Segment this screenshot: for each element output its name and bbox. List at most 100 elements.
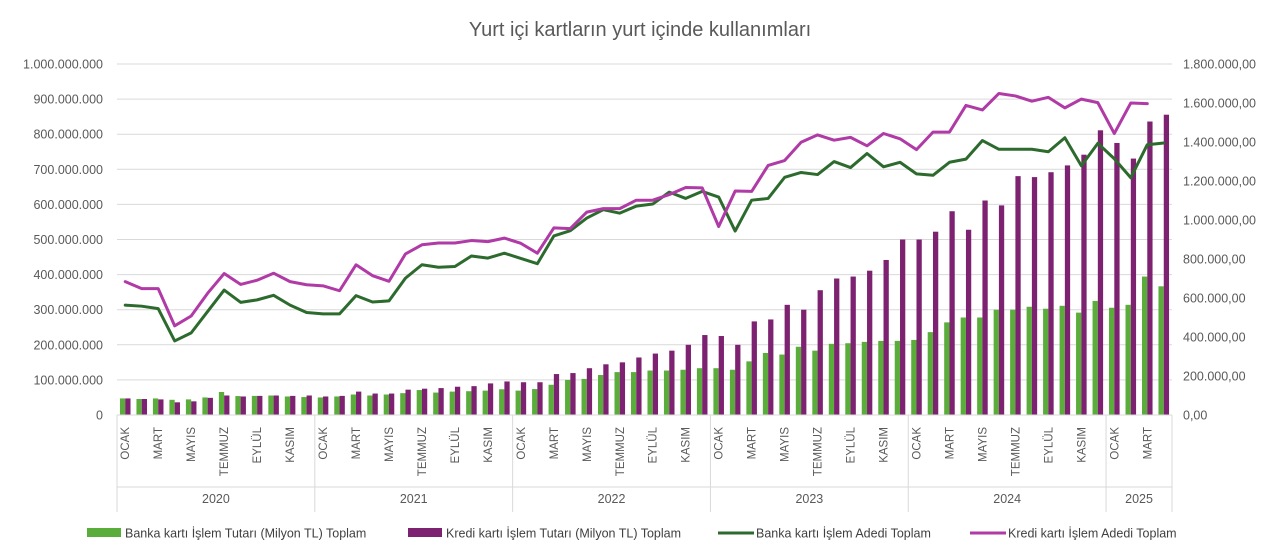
bar [598,375,604,415]
month-label: EYLÜL [450,426,462,463]
bar [532,389,538,415]
bar [647,370,653,415]
left-axis-tick-label: 200.000.000 [33,338,103,352]
bar [290,395,296,415]
left-axis-tick-label: 400.000.000 [33,268,103,282]
bar [471,386,477,415]
left-axis-tick-label: 800.000.000 [33,128,103,142]
bar [685,344,691,415]
bar [317,397,324,415]
month-label: TEMMUZ [219,427,231,476]
bar [663,370,670,415]
bar [191,401,197,415]
bar [998,205,1005,416]
bars-layer [119,114,1170,416]
bar [894,340,901,415]
bar [1064,165,1071,415]
left-axis-tick-label: 700.000.000 [33,163,103,177]
month-label: MART [351,427,363,459]
bar [1097,130,1104,416]
left-y-axis: 0 100.000.000 200.000.000 300.000.000 400.00… [23,58,103,423]
bar [268,395,274,415]
bar [284,396,291,415]
bar [746,361,752,416]
bar [1048,172,1054,415]
bar [784,304,790,415]
left-axis-tick-label: 300.000.000 [33,303,103,317]
bar [1026,306,1032,415]
right-y-axis: 0,00 200.000,00 400.000,00 600.000,00 800.00… [1183,58,1256,423]
bar [185,399,192,415]
month-label: MART [549,427,561,459]
year-label: 2025 [1125,492,1153,506]
bar [1043,308,1049,415]
bar [125,398,131,415]
month-label: MART [153,427,165,459]
bar [433,392,439,415]
bar [449,391,455,415]
bar [504,381,510,415]
bar [565,379,571,415]
month-label: MAYIS [186,427,198,462]
bar [1158,286,1164,415]
bar [235,396,241,415]
bar [867,270,873,415]
bar [537,382,543,415]
bar [735,344,741,415]
bar [218,391,225,415]
bar [499,389,505,415]
bar [306,395,312,415]
legend-swatch [87,528,121,537]
bar [845,343,851,415]
bar [652,353,659,415]
bar [251,395,258,415]
right-axis-tick-label: 1.800.000,00 [1183,58,1256,72]
bar [1142,276,1148,415]
grid-layer [117,63,1172,416]
bar [350,394,357,415]
bar [273,395,279,415]
month-label: TEMMUZ [417,427,429,476]
month-label: OCAK [911,427,923,460]
month-label: OCAK [714,427,726,460]
bar [323,396,329,415]
month-label: KASIM [285,427,297,463]
bar [586,368,593,415]
bar [828,343,835,415]
lines-layer [123,91,1166,343]
bar [1130,158,1137,415]
bar [718,336,724,415]
legend-label: Banka kartı İşlem Tutarı (Milyon TL) Top… [125,527,366,541]
series-line [123,91,1149,328]
year-label: 2021 [400,492,428,506]
month-label: TEMMUZ [615,427,627,476]
month-label: TEMMUZ [813,427,825,476]
bar [356,391,362,415]
bar [834,278,840,415]
bar [174,402,180,415]
bar [301,397,307,415]
bar [603,364,609,415]
bar [400,393,406,415]
bar [878,340,884,415]
bar [812,350,818,415]
bar [570,373,576,415]
bar [520,382,527,415]
bar [339,395,345,415]
left-axis-tick-label: 500.000.000 [33,233,103,247]
bar [152,398,159,415]
right-axis-tick-label: 0,00 [1183,409,1207,423]
month-label: MAYIS [582,427,594,462]
legend-label: Banka kartı İşlem Adedi Toplam [756,527,931,541]
legend-label: Kredi kartı İşlem Tutarı (Milyon TL) Top… [446,527,681,541]
bar [883,259,889,415]
right-axis-tick-label: 600.000,00 [1183,292,1246,306]
bar [383,394,389,415]
bar [548,384,554,415]
x-axis: OCAK MART MAYIS TEMMUZ EYLÜL KASIM 2020 OCAK MAR… [116,414,1173,512]
bar [861,341,868,416]
right-axis-tick-label: 800.000,00 [1183,253,1246,267]
bar [1109,307,1115,415]
bar [932,231,939,415]
month-label: EYLÜL [846,426,858,463]
